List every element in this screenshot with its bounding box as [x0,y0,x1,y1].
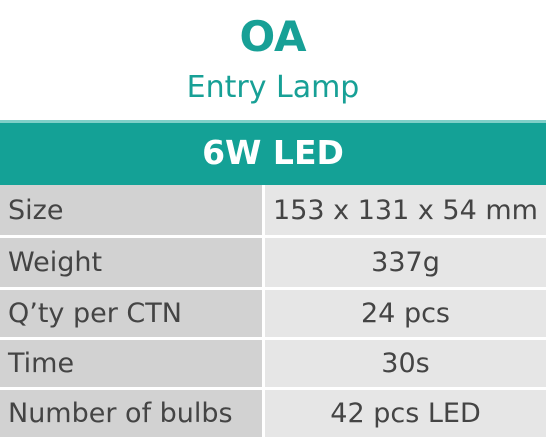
spec-row: Weight 337g [0,238,546,287]
spec-label: Q’ty per CTN [0,290,265,337]
spec-value: 42 pcs LED [265,390,546,437]
spec-value: 30s [265,340,546,387]
product-title: OA [239,12,307,61]
spec-row: Q’ty per CTN 24 pcs [0,290,546,337]
table-heading: 6W LED [0,120,546,185]
spec-row: Size 153 x 131 x 54 mm [0,185,546,235]
spec-value: 153 x 131 x 54 mm [265,185,546,235]
spec-label: Number of bulbs [0,390,265,437]
spec-row: Number of bulbs 42 pcs LED [0,390,546,437]
spec-label: Size [0,185,265,235]
product-subtitle: Entry Lamp [186,70,360,105]
spec-value: 24 pcs [265,290,546,337]
spec-value: 337g [265,238,546,287]
spec-label: Time [0,340,265,387]
spec-label: Weight [0,238,265,287]
spec-row: Time 30s [0,340,546,387]
